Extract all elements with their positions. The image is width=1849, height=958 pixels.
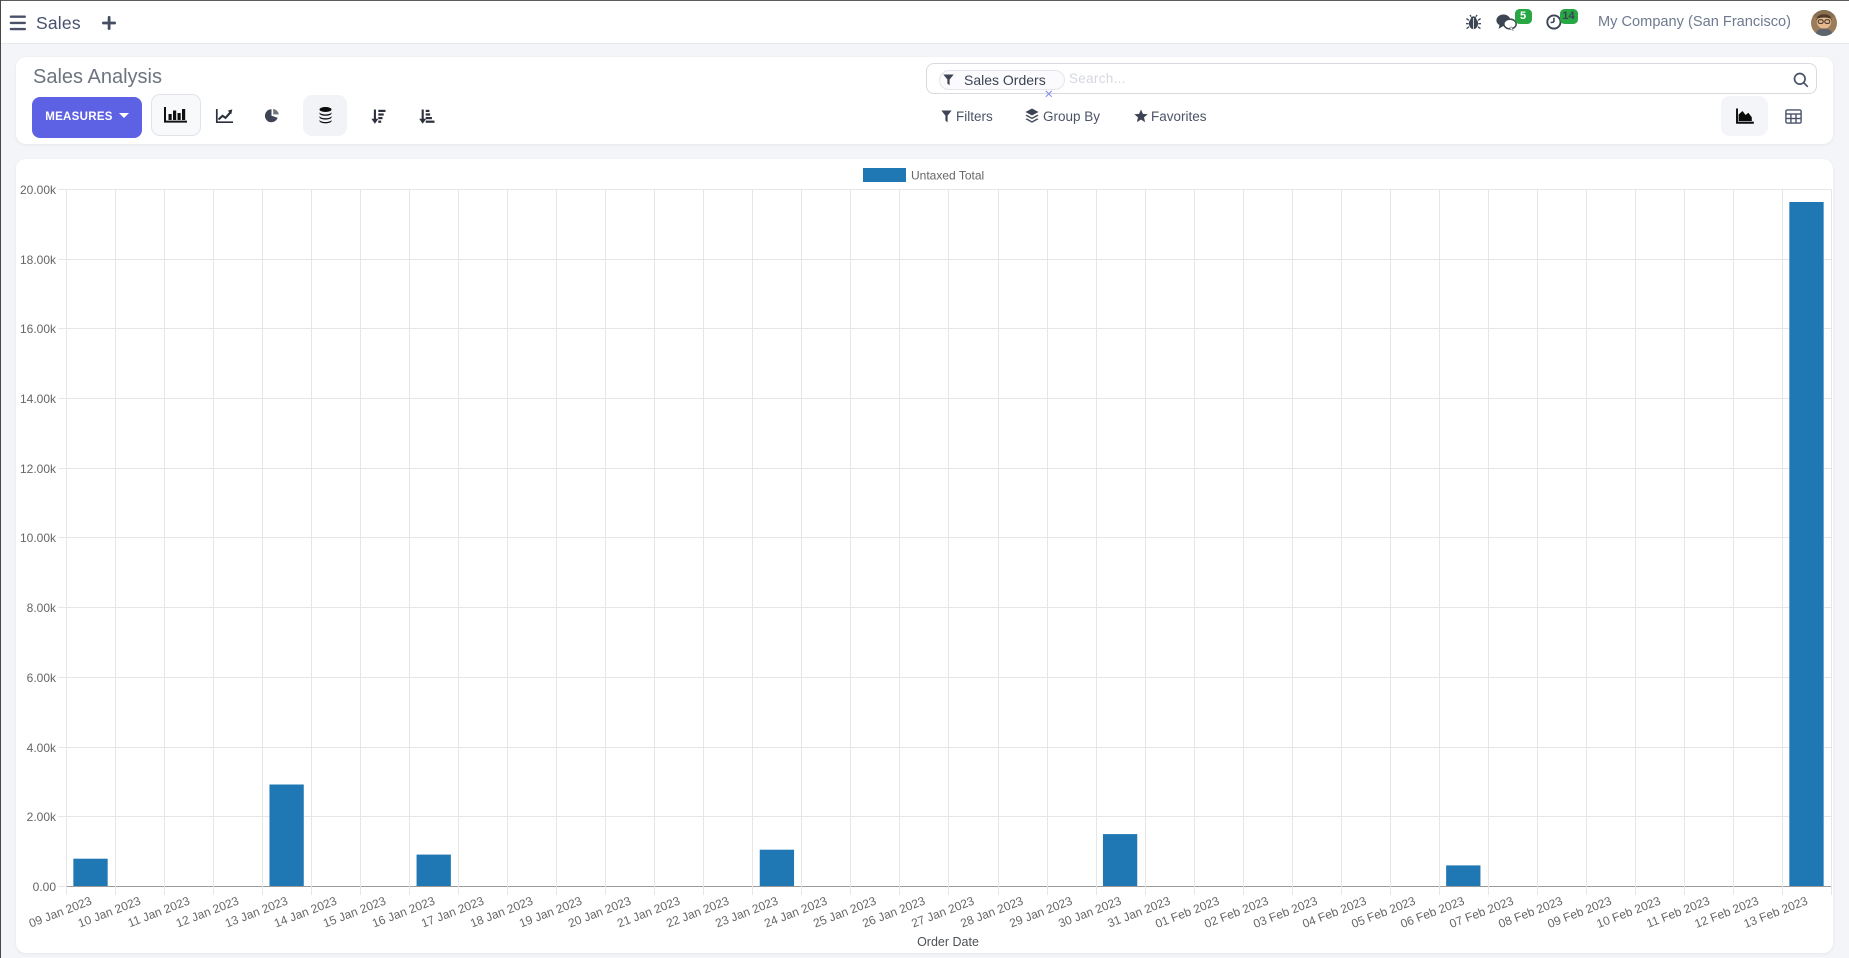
svg-text:16.00k: 16.00k <box>20 322 57 336</box>
svg-text:2.00k: 2.00k <box>27 810 57 824</box>
svg-text:20.00k: 20.00k <box>20 183 57 197</box>
svg-text:Untaxed Total: Untaxed Total <box>911 169 984 183</box>
svg-text:0.00: 0.00 <box>33 880 57 894</box>
svg-text:18.00k: 18.00k <box>20 253 57 267</box>
svg-text:Order Date: Order Date <box>917 935 979 949</box>
svg-text:14.00k: 14.00k <box>20 392 57 406</box>
svg-text:6.00k: 6.00k <box>27 671 57 685</box>
svg-text:10.00k: 10.00k <box>20 531 57 545</box>
svg-text:4.00k: 4.00k <box>27 741 57 755</box>
svg-text:12.00k: 12.00k <box>20 462 57 476</box>
svg-text:8.00k: 8.00k <box>27 601 57 615</box>
